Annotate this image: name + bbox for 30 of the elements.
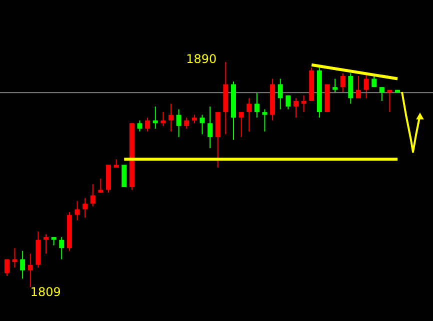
candlestick [4,258,10,276]
candlestick [364,72,369,99]
candlestick [168,103,174,132]
candlestick [74,200,80,221]
candlestick [238,112,244,138]
candlestick [59,236,64,260]
candlestick [262,108,268,132]
candlestick [348,72,354,104]
candlestick [90,184,96,207]
candlestick [246,98,252,132]
candlestick [340,72,346,94]
candlestick [200,114,205,135]
candlestick [254,92,260,118]
candlestick [145,117,150,132]
candlestick [137,120,142,132]
candlestick [184,117,190,130]
candlestick [356,75,361,99]
candlestick [379,86,384,102]
annotation: 1890 [186,52,217,66]
annotation: 1809 [30,285,61,300]
candlestick [176,108,182,138]
candlestick [28,253,33,288]
candlestick [278,78,283,110]
candlestick [208,106,213,149]
candlestick [20,250,26,280]
candlestick [286,94,291,110]
candlestick [332,78,338,94]
candlestick [44,234,49,254]
candlestick [82,198,88,218]
candlestick [293,98,298,118]
